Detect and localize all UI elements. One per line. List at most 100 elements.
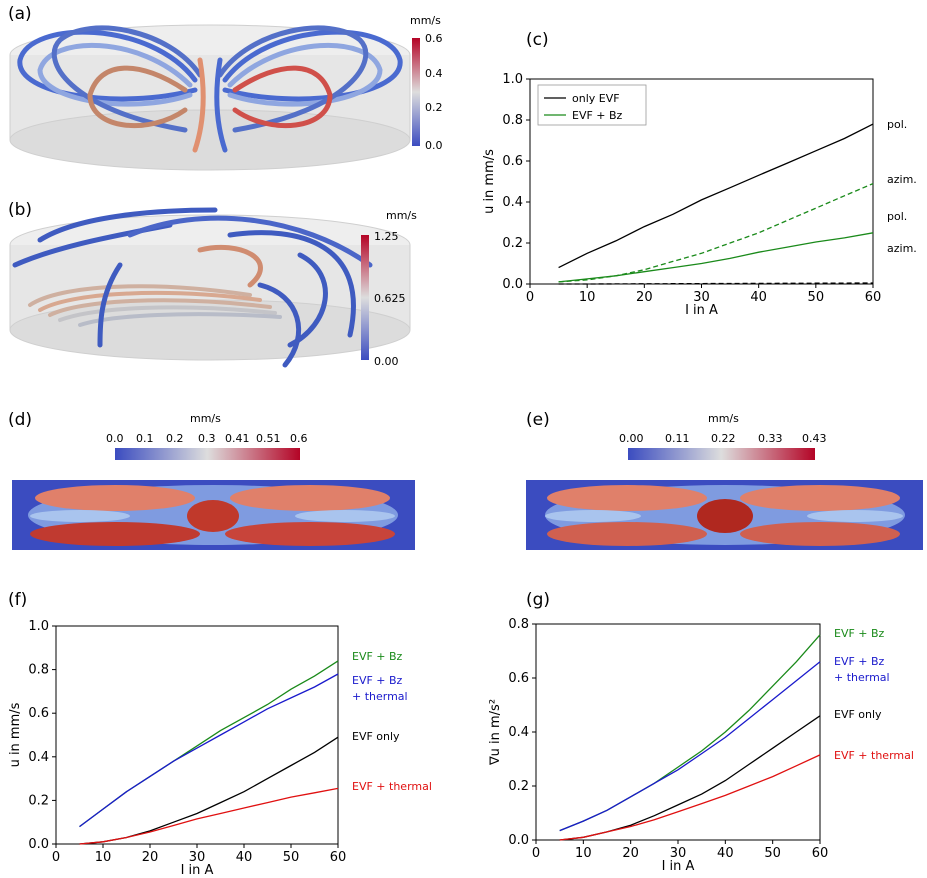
colorbar-a-tick: 0.6 (425, 32, 443, 45)
y-tick-label: 0.0 (502, 277, 523, 292)
y-tick-label: 0.4 (502, 195, 523, 210)
panel-d-render: mm/s 0.0 0.1 0.2 0.3 0.41 0.51 0.6 (12, 412, 415, 550)
series-label: EVF + Bz (352, 674, 403, 687)
field-e (526, 480, 923, 550)
panel-label-d: (d) (8, 410, 33, 430)
colorbar-e (628, 448, 815, 460)
y-tick-label: 0.4 (28, 750, 49, 765)
plot-frame (55, 625, 339, 845)
y-tick-label: 0.6 (502, 154, 523, 169)
colorbar-d-tick: 0.3 (198, 432, 216, 445)
colorbar-b-tick: 1.25 (374, 230, 399, 243)
x-tick-label: 0 (52, 850, 60, 865)
colorbar-d-tick: 0.6 (290, 432, 308, 445)
chart-f: 0 10 20 30 40 50 60 0.0 0.2 0.4 0.6 0.8 1.0 I in A u i… (8, 619, 432, 878)
plot-frame (535, 623, 821, 841)
colorbar-b (361, 235, 369, 360)
y-tick-label: 1.0 (502, 72, 523, 87)
series-label: EVF + thermal (352, 780, 432, 793)
y-tick-label: 0.4 (508, 725, 529, 740)
line-label: azim. (887, 242, 917, 255)
series-label: EVF + Bz (834, 655, 885, 668)
series-label: + thermal (352, 690, 408, 703)
x-tick-label: 60 (330, 850, 347, 865)
x-tick-label: 50 (764, 846, 781, 861)
x-axis-label: I in A (181, 863, 214, 878)
series-label: EVF + Bz (834, 627, 885, 640)
colorbar-e-tick: 0.00 (619, 432, 644, 445)
colorbar-e-ticks: 0.00 0.11 0.22 0.33 0.43 (619, 432, 827, 445)
y-tick-label: 0.2 (28, 793, 49, 808)
field-d (12, 480, 415, 550)
chart-c: 0 10 20 30 40 50 60 0.0 0.2 0.4 0.6 0.8 1.0 I in A u i… (482, 72, 917, 318)
line-label: pol. (887, 210, 907, 223)
y-tick-label: 0.6 (28, 706, 49, 721)
x-axis-label: I in A (662, 859, 695, 874)
colorbar-d (115, 448, 300, 460)
x-tick-label: 20 (622, 846, 639, 861)
colorbar-a-unit: mm/s (410, 14, 441, 27)
line-label: pol. (887, 118, 907, 131)
y-tick-label: 0.8 (28, 663, 49, 678)
colorbar-d-unit: mm/s (190, 412, 221, 425)
y-axis-label: ∇u in m/s² (488, 699, 503, 766)
series-line (559, 634, 821, 832)
series-line (79, 673, 339, 828)
x-axis-label: I in A (685, 303, 718, 318)
series-line (559, 754, 821, 841)
y-tick-label: 0.0 (508, 833, 529, 848)
panel-label-e: (e) (526, 410, 550, 430)
x-tick-label: 40 (717, 846, 734, 861)
series-label: + thermal (834, 671, 890, 684)
y-axis-label: u in mm/s (8, 702, 23, 767)
panel-label-g: (g) (526, 590, 551, 610)
series-line (558, 123, 874, 269)
series-line (559, 715, 821, 841)
colorbar-d-tick: 0.41 (225, 432, 250, 445)
legend-box (537, 84, 647, 126)
panel-label-b: (b) (8, 200, 33, 220)
colorbar-e-tick: 0.22 (711, 432, 736, 445)
legend-label: only EVF (572, 92, 620, 105)
colorbar-d-tick: 0.1 (136, 432, 154, 445)
y-tick-label: 0.2 (502, 236, 523, 251)
series-line (79, 660, 339, 828)
x-tick-label: 30 (189, 850, 206, 865)
colorbar-a-tick: 0.4 (425, 67, 443, 80)
series-label: EVF + thermal (834, 749, 914, 762)
colorbar-d-tick: 0.0 (106, 432, 124, 445)
x-tick-label: 50 (808, 290, 825, 305)
y-tick-label: 1.0 (28, 619, 49, 634)
series-line (79, 736, 339, 845)
series-line (558, 232, 874, 283)
x-tick-label: 30 (693, 290, 710, 305)
x-tick-label: 40 (750, 290, 767, 305)
panel-a-render: mm/s 0.6 0.4 0.2 0.0 (9, 14, 443, 171)
x-tick-label: 40 (236, 850, 253, 865)
panel-label-c: (c) (526, 30, 549, 50)
series-label: EVF only (352, 730, 400, 743)
colorbar-e-unit: mm/s (708, 412, 739, 425)
colorbar-e-tick: 0.33 (758, 432, 783, 445)
x-tick-label: 0 (526, 290, 534, 305)
y-tick-label: 0.6 (508, 671, 529, 686)
y-tick-label: 0.0 (28, 837, 49, 852)
colorbar-a (412, 38, 420, 146)
x-tick-label: 10 (579, 290, 596, 305)
y-tick-label: 0.2 (508, 779, 529, 794)
x-tick-label: 20 (142, 850, 159, 865)
colorbar-b-tick: 0.00 (374, 355, 399, 368)
series-line (558, 282, 874, 285)
y-tick-label: 0.8 (508, 617, 529, 632)
x-tick-label: 20 (636, 290, 653, 305)
colorbar-e-tick: 0.11 (665, 432, 690, 445)
x-tick-label: 30 (670, 846, 687, 861)
x-tick-label: 10 (95, 850, 112, 865)
streamlines-b (12, 207, 373, 368)
series-label: EVF + Bz (352, 650, 403, 663)
chart-g: 0 10 20 30 40 50 60 0.0 0.2 0.4 0.6 0.8 I in A ∇u in … (488, 617, 914, 874)
colorbar-d-ticks: 0.0 0.1 0.2 0.3 0.41 0.51 0.6 (106, 432, 308, 445)
series-line (558, 183, 874, 283)
panel-label-a: (a) (8, 4, 32, 24)
series-line (79, 787, 339, 845)
